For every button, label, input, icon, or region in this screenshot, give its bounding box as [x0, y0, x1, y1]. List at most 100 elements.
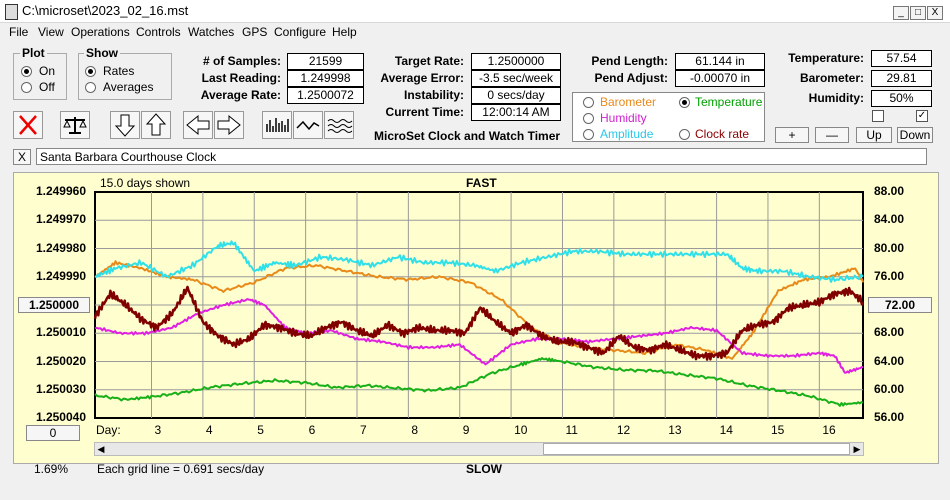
barometer-option: Barometer	[600, 95, 657, 109]
clear-button[interactable]	[13, 111, 43, 139]
day-tick-label: 6	[308, 423, 316, 437]
line-view-button[interactable]	[293, 111, 323, 139]
minus-button[interactable]: —	[815, 127, 849, 143]
day-tick-label: 7	[359, 423, 367, 437]
left-tick-label: 1.250020	[35, 353, 86, 368]
plot-off-radio[interactable]	[21, 82, 32, 93]
menu-file[interactable]: File	[9, 25, 29, 39]
show-rates-label: Rates	[103, 64, 135, 78]
menu-operations[interactable]: Operations	[71, 25, 130, 39]
right-arrow-icon	[217, 114, 241, 136]
plot-on-radio[interactable]	[21, 66, 32, 77]
app-caption: MicroSet Clock and Watch Timer	[374, 129, 561, 143]
left-tick-label: 1.250030	[35, 381, 86, 396]
scroll-left-icon[interactable]: ◀	[97, 444, 105, 454]
day-axis-label: Day:	[96, 423, 121, 437]
left-tick-label: 1.249970	[35, 212, 86, 227]
day-tick-label: 14	[719, 423, 733, 437]
down-button[interactable]: Down	[897, 127, 933, 143]
scale-button[interactable]: 0	[26, 425, 80, 441]
day-tick-label: 5	[257, 423, 264, 437]
left-tick-label: 1.249980	[35, 240, 86, 255]
barometer-value: 29.81	[871, 70, 932, 87]
temperature-radio[interactable]	[679, 97, 690, 108]
humidity-value: 50%	[871, 90, 932, 107]
barometer-label: Barometer:	[799, 71, 864, 85]
clock-name-field[interactable]: Santa Barbara Courthouse Clock	[36, 148, 927, 165]
humidity-label: Humidity:	[808, 91, 864, 105]
pend-adjust-value: -0.00070 in	[675, 70, 765, 87]
up-button[interactable]: Up	[856, 127, 892, 143]
show-rates-radio[interactable]	[85, 66, 96, 77]
close-button[interactable]: X	[927, 6, 943, 20]
checkbox-2[interactable]: ✓	[916, 110, 928, 122]
down-arrow-button[interactable]	[110, 111, 140, 139]
menu-controls[interactable]: Controls	[136, 25, 181, 39]
average-rate-value: 1.2500072	[287, 87, 364, 104]
scrollbar-thumb[interactable]	[543, 443, 850, 455]
right-tick-label: 68.00	[874, 325, 905, 340]
day-tick-label: 3	[154, 423, 162, 437]
series-amplitude	[94, 240, 864, 283]
slow-label: SLOW	[466, 462, 502, 476]
day-tick-label: 11	[565, 423, 578, 437]
average-error-value: -3.5 sec/week	[471, 70, 561, 87]
average-rate-label: Average Rate:	[200, 88, 281, 102]
menu-help[interactable]: Help	[332, 25, 357, 39]
target-rate-label: Target Rate:	[394, 54, 464, 68]
up-arrow-icon	[145, 113, 167, 136]
series-humidity	[94, 298, 864, 374]
clock-rate-radio[interactable]	[679, 129, 690, 140]
bars-view-button[interactable]	[262, 111, 292, 139]
plot-on-label: On	[39, 64, 56, 78]
wave-lines-icon	[327, 119, 353, 133]
bar-graph-icon	[266, 118, 289, 132]
instability-label: Instability:	[403, 88, 464, 102]
amplitude-radio[interactable]	[583, 129, 594, 140]
show-group	[78, 53, 172, 100]
left-arrow-icon	[186, 114, 210, 136]
pend-length-value: 61.144 in	[675, 53, 765, 70]
left-tick-label: 1.249990	[35, 268, 86, 283]
menu-gps[interactable]: GPS	[242, 25, 268, 39]
last-reading-value: 1.249998	[287, 70, 364, 87]
sensor-select-box: Barometer Temperature Humidity Amplitude…	[572, 92, 765, 142]
center-rate-button[interactable]: 1.250000	[18, 297, 90, 313]
red-x-icon	[19, 115, 37, 135]
instability-value: 0 secs/day	[471, 87, 561, 104]
day-tick-label: 13	[668, 423, 682, 437]
scroll-right-icon[interactable]: ▶	[853, 444, 861, 454]
right-tick-label: 80.00	[874, 240, 905, 255]
show-averages-radio[interactable]	[85, 82, 96, 93]
target-rate-value[interactable]: 1.2500000	[471, 53, 561, 70]
menu-watches[interactable]: Watches	[188, 25, 235, 39]
last-reading-label: Last Reading:	[201, 71, 281, 85]
current-time-value: 12:00:14 AM	[471, 104, 561, 121]
humidity-radio[interactable]	[583, 113, 594, 124]
barometer-radio[interactable]	[583, 97, 594, 108]
menu-view[interactable]: View	[38, 25, 64, 39]
clear-name-button[interactable]: X	[13, 149, 31, 165]
days-shown-label: 15.0 days shown	[100, 176, 191, 190]
plus-button[interactable]: +	[775, 127, 809, 143]
right-tick-label: 88.00	[874, 184, 905, 198]
plot-area	[94, 191, 864, 419]
right-arrow-button[interactable]	[214, 111, 244, 139]
plot-off-label: Off	[39, 80, 55, 94]
menu-configure[interactable]: Configure	[274, 25, 327, 39]
menu-bar: File View Operations Controls Watches GP…	[0, 23, 950, 41]
balance-button[interactable]	[60, 111, 90, 139]
left-arrow-button[interactable]	[183, 111, 213, 139]
minimize-button[interactable]: _	[893, 6, 909, 20]
app-icon	[5, 4, 18, 20]
right-tick-label: 64.00	[874, 353, 905, 368]
wave-view-button[interactable]	[324, 111, 354, 139]
right-tick-label: 76.00	[874, 268, 905, 283]
left-tick-label: 1.250040	[35, 410, 86, 424]
up-arrow-button[interactable]	[141, 111, 171, 139]
center-temp-button[interactable]: 72.00	[868, 297, 932, 313]
series-temperature	[94, 357, 864, 407]
percent-label: 1.69%	[34, 462, 69, 476]
maximize-button[interactable]: □	[910, 6, 926, 20]
checkbox-1[interactable]	[872, 110, 884, 122]
